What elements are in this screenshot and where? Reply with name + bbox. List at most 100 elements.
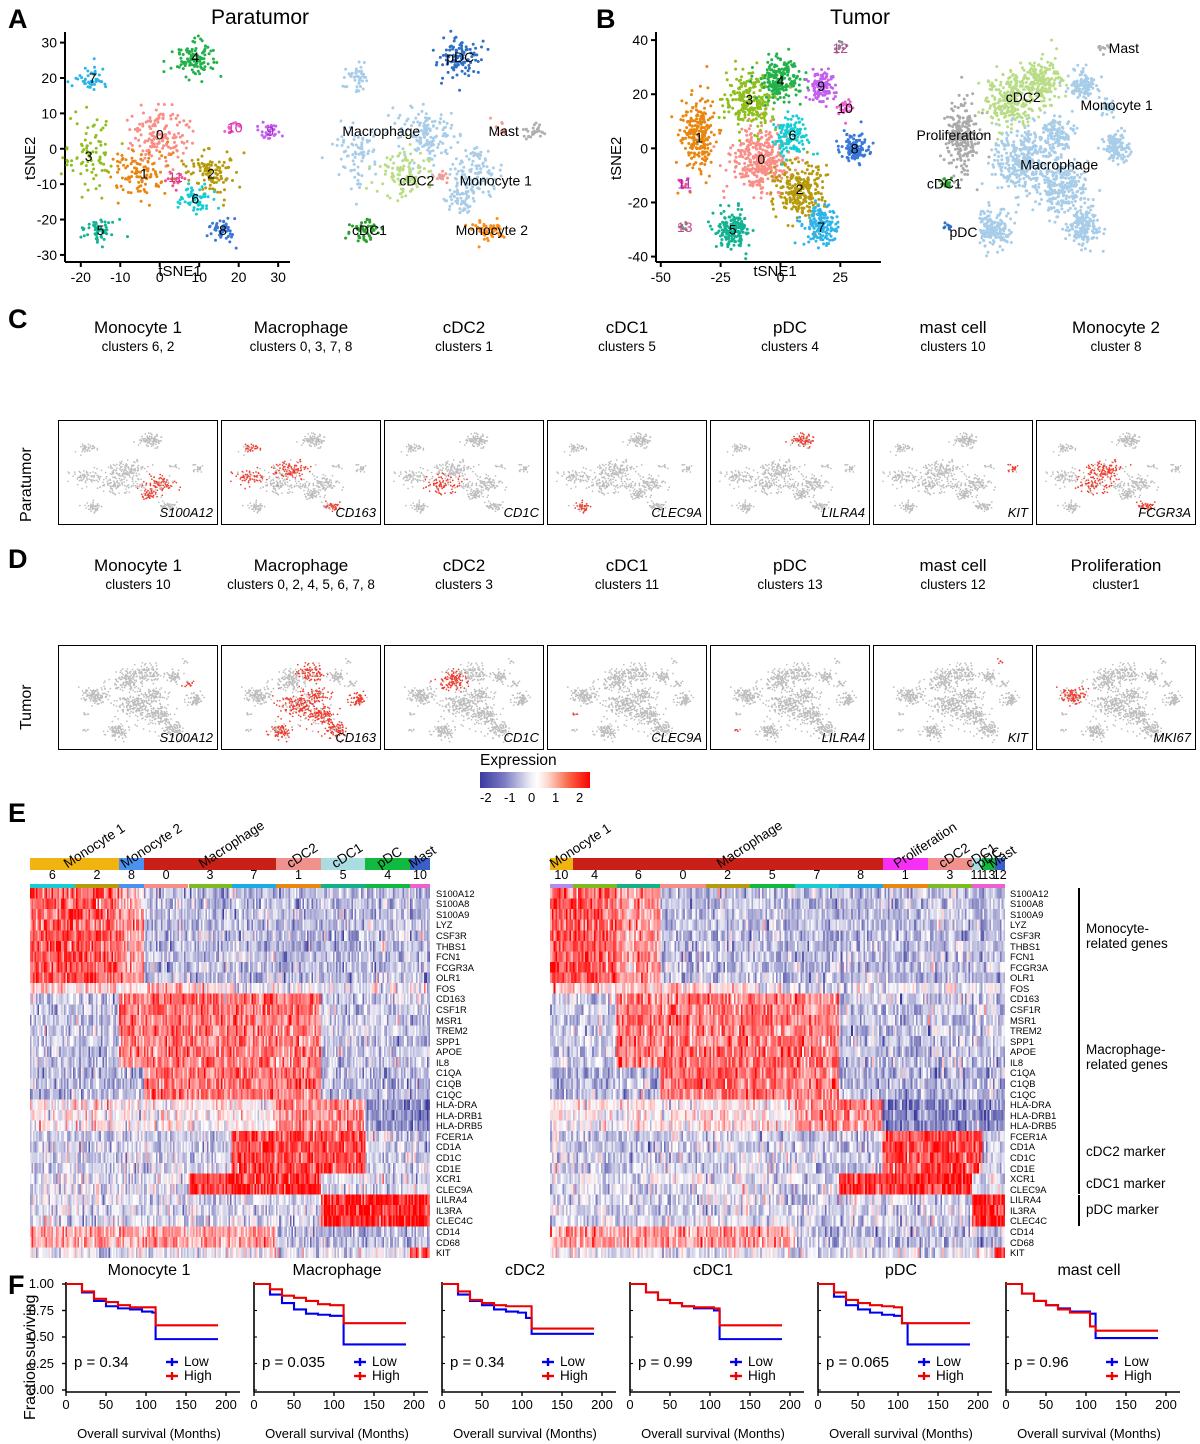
cluster-label-4: 4 [777,73,785,89]
svg-text:-40: -40 [628,249,648,265]
feature-plot: S100A12 [58,645,218,750]
feature-celltype-name: Monocyte 2 [1036,318,1196,337]
gene-label: APOE [436,1047,462,1057]
feature-celltype-name: Monocyte 1 [58,318,218,337]
cluster-label-9: 9 [266,123,274,139]
celltype-label: Monocyte 1 [460,173,533,189]
feature-gene-label: CLEC9A [651,730,702,745]
celltype-label: Mast [489,123,519,139]
gene-label: C1QC [1010,1089,1036,1099]
cluster-number: 4 [374,868,402,882]
feature-plot-header: Monocyte 1 clusters 6, 2 [58,318,218,356]
gene-label: CD1E [436,1163,461,1173]
gene-label: CD1C [1010,1153,1036,1163]
gene-label: CD68 [436,1237,460,1247]
cluster-number: 3 [936,868,964,882]
cluster-number: 8 [847,868,875,882]
cluster-number: 11 [963,868,991,882]
cluster-label-6: 6 [789,127,797,143]
gene-label: FOS [436,983,455,993]
panel-letter-a: A [8,6,28,33]
svg-text:0: 0 [777,269,785,285]
gene-label: TREM2 [436,1026,468,1036]
celltype-label: Monocyte 2 [456,222,529,238]
feature-cluster-list: clusters 1 [384,337,544,356]
feature-plot-header: Monocyte 2 cluster 8 [1036,318,1196,356]
gene-label: TREM2 [1010,1026,1042,1036]
gene-label: S100A8 [1010,899,1043,909]
cluster-number: 3 [196,868,224,882]
feature-cluster-list: clusters 13 [710,575,870,594]
feature-cluster-list: clusters 3 [384,575,544,594]
cluster-number: 0 [152,868,180,882]
km-xlabel: Overall survival (Months) [1000,1426,1178,1441]
gene-label: FCN1 [1010,952,1034,962]
cluster-number: 1 [284,868,312,882]
feature-gene-label: CD1C [504,730,539,745]
celltype-label: Macrophage [342,123,420,139]
svg-text:20: 20 [231,269,247,285]
km-plot-title: cDC1 [624,1262,802,1280]
svg-text:-10: -10 [37,176,57,192]
feature-plot: FCGR3A [1036,420,1196,525]
feature-gene-label: KIT [1008,730,1028,745]
celltype-band [119,858,144,870]
feature-cluster-list: clusters 0, 2, 4, 5, 6, 7, 8 [221,575,381,594]
gene-label: HLA-DRA [1010,1100,1051,1110]
feature-cluster-list: cluster1 [1036,575,1196,594]
km-legend-high: High [372,1368,400,1383]
feature-celltype-name: cDC2 [384,556,544,575]
cluster-label-5: 5 [729,222,737,238]
feature-plot-header: cDC1 clusters 5 [547,318,707,356]
gene-group-bracket [1078,1131,1080,1174]
svg-text:-20: -20 [71,269,91,285]
feature-gene-label: CD1C [504,505,539,520]
km-plot-title: Macrophage [248,1262,426,1280]
celltype-band [320,858,366,870]
cluster-number: 8 [118,868,146,882]
expression-tick: 2 [576,790,583,805]
gene-label: FCER1A [1010,1131,1047,1141]
cluster-number: 2 [714,868,742,882]
gene-label: FCGR3A [436,962,474,972]
celltype-band [30,858,120,870]
km-legend-low: Low [1124,1354,1149,1369]
feature-gene-label: CLEC9A [651,505,702,520]
feature-plot-header: Macrophage clusters 0, 3, 7, 8 [221,318,381,356]
feature-plot: CLEC9A [547,645,707,750]
feature-cluster-list: clusters 12 [873,575,1033,594]
gene-label: XCR1 [436,1174,461,1184]
svg-text:10: 10 [191,269,207,285]
gene-group-bracket [1078,983,1080,1132]
km-legend-low: Low [936,1354,961,1369]
km-legend-high: High [1124,1368,1152,1383]
cluster-number: 6 [38,868,66,882]
svg-text:-20: -20 [37,212,57,228]
feature-celltype-name: mast cell [873,318,1033,337]
gene-label: LYZ [1010,920,1027,930]
feature-plot-header: pDC clusters 13 [710,556,870,594]
panel-a-plot: -20 -10 0 10 20 30 30 20 10 0 -10 -20 -30 0 1 2 3 4 5 6 7 8 9 1… [37,29,547,285]
cluster-label-4: 4 [191,49,199,65]
svg-text:0: 0 [49,141,57,157]
gene-group-label: cDC2 marker [1086,1144,1166,1159]
feature-celltype-name: Monocyte 1 [58,556,218,575]
panel-b-title: Tumor [740,6,980,30]
gene-label: CD1A [436,1142,461,1152]
panel-letter-f: F [8,1272,25,1299]
feature-cluster-list: clusters 5 [547,337,707,356]
cluster-label-12: 12 [833,40,849,56]
celltype-band [882,858,928,870]
km-plot-title: Monocyte 1 [60,1262,238,1280]
gene-label: CLEC9A [436,1184,472,1194]
expression-tick: 1 [552,790,559,805]
cluster-label-1: 1 [140,166,148,182]
celltype-label: pDC [949,224,977,240]
gene-label: CSF3R [436,931,467,941]
svg-text:20: 20 [632,86,648,102]
celltype-label: pDC [446,49,474,65]
svg-text:10: 10 [41,105,57,121]
cluster-number: 13 [974,868,1002,882]
gene-label: LYZ [436,920,453,930]
gene-label: OLR1 [436,973,461,983]
